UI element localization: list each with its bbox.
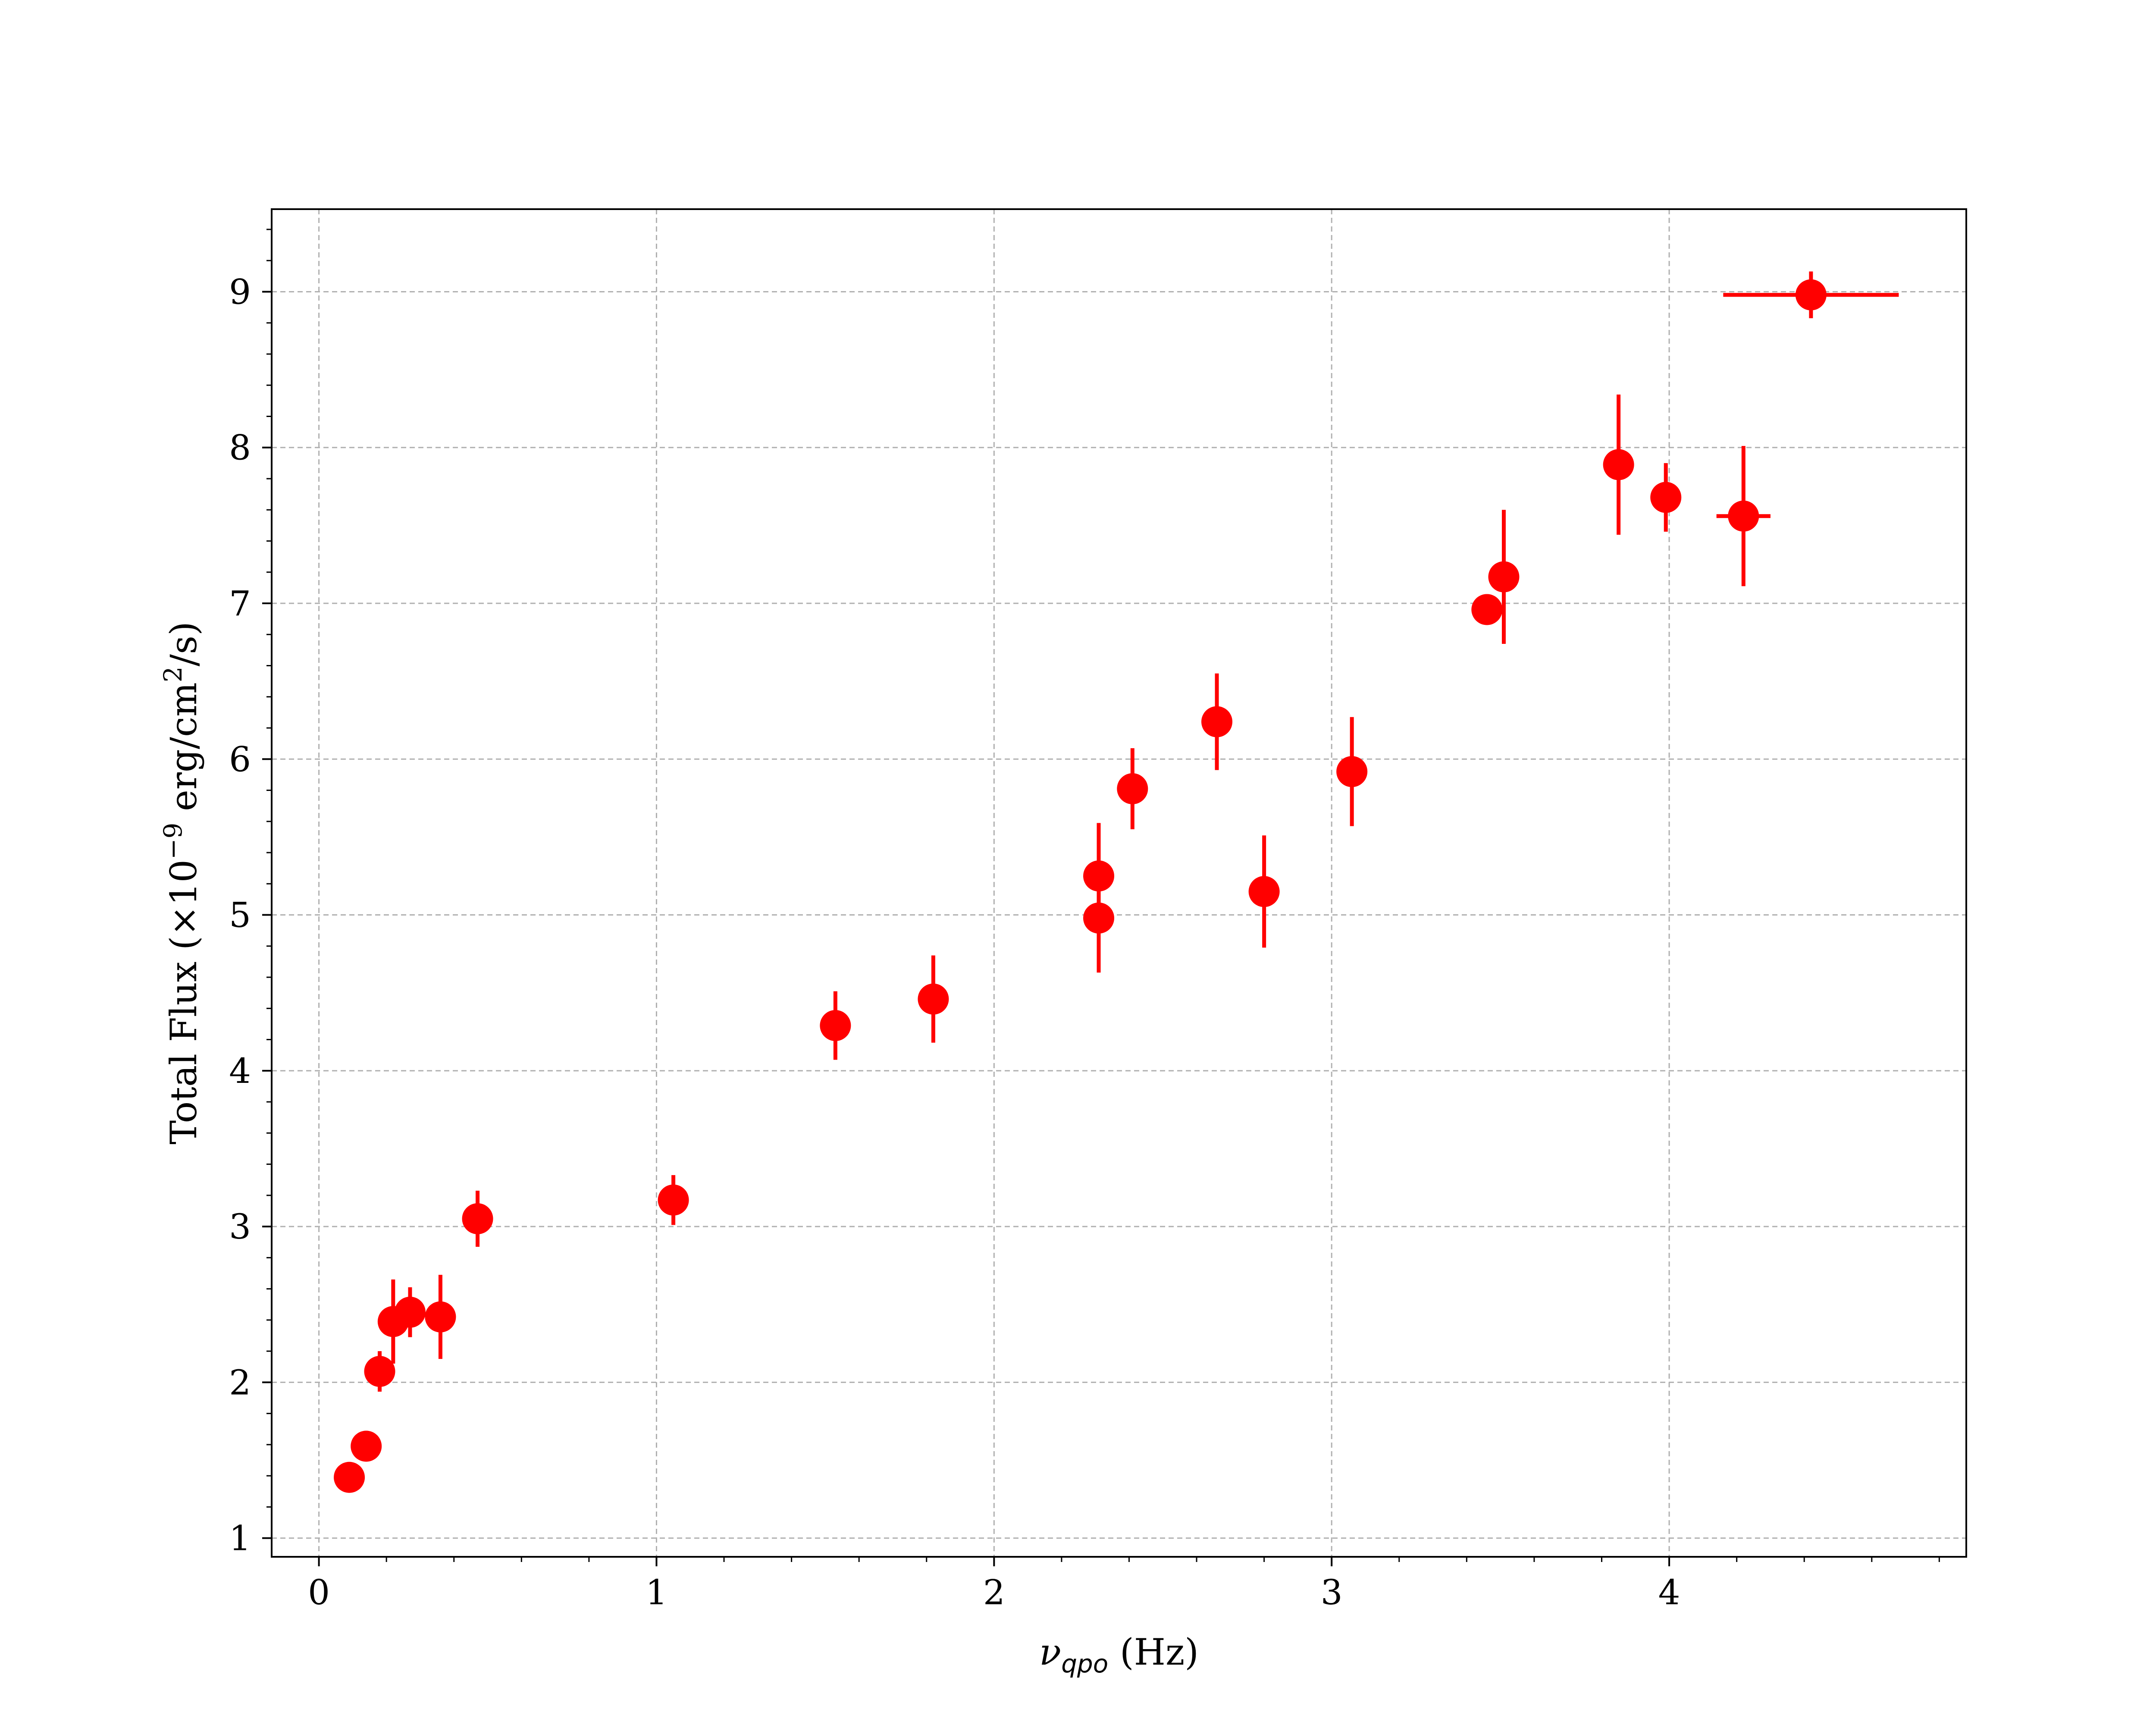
data-points <box>334 271 1899 1493</box>
data-marker <box>1488 561 1520 593</box>
plot-area-background <box>272 209 1966 1557</box>
data-marker <box>1603 449 1634 480</box>
data-marker <box>425 1301 456 1333</box>
x-tick-label: 3 <box>1321 1572 1343 1612</box>
x-tick-label: 2 <box>983 1572 1005 1612</box>
data-point <box>364 1351 395 1392</box>
y-axis-label-middle: erg/cm <box>163 682 205 822</box>
y-tick-label: 9 <box>229 272 251 312</box>
data-marker <box>1117 773 1148 804</box>
y-tick-label: 4 <box>229 1051 251 1091</box>
y-tick-label: 6 <box>229 739 251 779</box>
data-point <box>1488 510 1520 644</box>
grid <box>272 209 1966 1557</box>
data-marker <box>364 1356 395 1387</box>
data-marker <box>1728 500 1759 532</box>
data-point <box>1336 717 1368 826</box>
data-marker <box>1650 482 1682 513</box>
plot-frame <box>271 208 1967 1558</box>
data-marker <box>1083 902 1115 934</box>
data-point <box>425 1275 456 1359</box>
x-axis-label-unit: (Hz) <box>1108 1631 1199 1673</box>
data-marker <box>918 983 949 1015</box>
x-tick-label: 0 <box>308 1572 330 1612</box>
data-point <box>658 1175 689 1225</box>
y-axis-label-prefix: Total Flux (×10 <box>163 859 205 1145</box>
y-tick-label: 2 <box>229 1362 251 1402</box>
y-tick-label: 7 <box>229 583 251 624</box>
data-marker <box>1471 594 1503 625</box>
data-marker <box>820 1010 851 1041</box>
data-point <box>1201 673 1233 770</box>
data-marker <box>1336 756 1368 787</box>
data-point <box>820 991 851 1060</box>
data-marker <box>351 1430 382 1462</box>
data-point <box>394 1287 426 1337</box>
data-point <box>462 1191 493 1247</box>
data-marker <box>1201 706 1233 737</box>
data-point <box>918 955 949 1043</box>
y-tick-label: 8 <box>229 428 251 468</box>
y-tick-label: 5 <box>229 895 251 935</box>
y-axis-label-suffix: /s) <box>163 621 205 666</box>
x-axis-label: νqpo (Hz) <box>1039 1631 1199 1678</box>
x-tick-label: 1 <box>646 1572 667 1612</box>
data-marker <box>1795 279 1827 310</box>
data-point <box>1471 594 1503 625</box>
data-point <box>1117 748 1148 829</box>
data-point <box>334 1462 365 1493</box>
axis-ticks: 0 1 2 3 4 1 2 3 4 5 6 7 8 9 <box>229 229 1940 1612</box>
data-marker <box>394 1296 426 1328</box>
data-point <box>1716 446 1771 586</box>
data-marker <box>1248 876 1280 907</box>
x-axis-label-symbol: ν <box>1039 1631 1061 1673</box>
data-point <box>1603 394 1634 535</box>
data-marker <box>658 1184 689 1216</box>
data-marker <box>462 1203 493 1235</box>
data-point <box>1650 463 1682 532</box>
y-tick-label: 1 <box>229 1518 251 1559</box>
y-axis-label-exponent2: 2 <box>158 666 188 682</box>
y-axis-label: Total Flux (×10−9 erg/cm2/s) <box>158 621 205 1145</box>
x-axis-label-subscript: qpo <box>1061 1649 1108 1678</box>
x-tick-label: 4 <box>1658 1572 1680 1612</box>
data-marker <box>334 1462 365 1493</box>
data-point <box>1083 863 1115 973</box>
data-point <box>1723 271 1899 318</box>
data-point <box>351 1430 382 1462</box>
y-axis-label-exponent: −9 <box>158 823 188 860</box>
y-tick-label: 3 <box>229 1207 251 1247</box>
data-point <box>1248 835 1280 948</box>
